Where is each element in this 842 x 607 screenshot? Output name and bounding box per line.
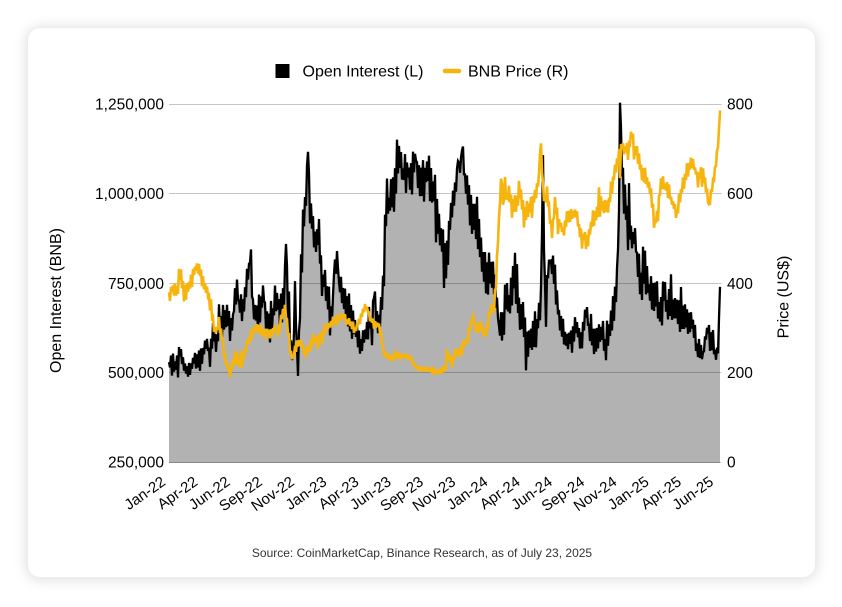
svg-text:400: 400 (727, 276, 753, 293)
svg-text:1,250,000: 1,250,000 (95, 97, 164, 114)
svg-text:Price (US$): Price (US$) (776, 256, 793, 339)
svg-text:BNB Price (R): BNB Price (R) (468, 64, 568, 81)
svg-text:200: 200 (727, 365, 753, 382)
svg-text:600: 600 (727, 186, 753, 203)
svg-text:750,000: 750,000 (108, 276, 164, 293)
svg-text:Source: CoinMarketCap, Binance: Source: CoinMarketCap, Binance Research,… (252, 546, 593, 560)
svg-text:Open Interest (L): Open Interest (L) (303, 64, 424, 81)
svg-text:250,000: 250,000 (108, 455, 164, 472)
svg-text:Open Interest (BNB): Open Interest (BNB) (48, 228, 65, 373)
svg-text:800: 800 (727, 97, 753, 114)
svg-text:1,000,000: 1,000,000 (95, 186, 164, 203)
svg-text:0: 0 (727, 455, 736, 472)
svg-text:500,000: 500,000 (108, 365, 164, 382)
